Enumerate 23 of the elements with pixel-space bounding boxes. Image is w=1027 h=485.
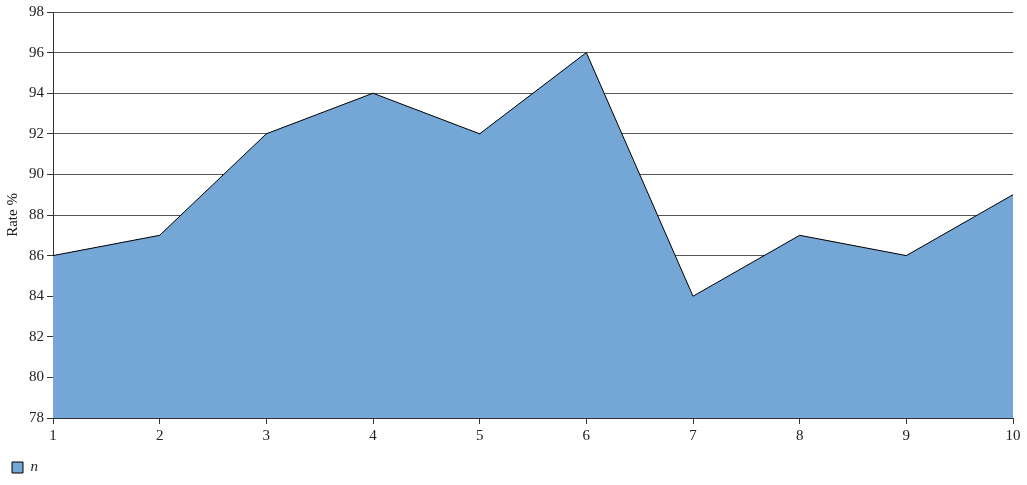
- x-tick-label: 2: [155, 426, 164, 443]
- y-tick-label: 80: [29, 368, 44, 385]
- x-tick-label: 4: [369, 426, 378, 443]
- y-tick-label: 86: [29, 246, 45, 263]
- x-tick-label: 5: [475, 426, 484, 443]
- y-tick-label: 78: [29, 408, 44, 425]
- y-tick-label: 82: [29, 327, 44, 344]
- y-tick-label: 90: [29, 165, 44, 182]
- x-tick-label: 1: [49, 426, 57, 443]
- x-tick-label: 10: [1005, 426, 1021, 443]
- y-tick-label: 84: [29, 287, 45, 304]
- y-tick-label: 94: [29, 84, 45, 101]
- y-axis-title: Rate %: [3, 193, 20, 237]
- y-tick-label: 96: [29, 43, 45, 60]
- y-tick-label: 92: [29, 124, 44, 141]
- x-tick-label: 3: [262, 426, 271, 443]
- legend-label: n: [30, 458, 38, 475]
- x-tick-label: 8: [795, 426, 804, 443]
- y-tick-label: 88: [29, 205, 44, 222]
- x-tick-label: 9: [902, 426, 911, 443]
- x-tick-label: 6: [582, 426, 591, 443]
- x-tick-label: 7: [689, 426, 698, 443]
- y-tick-label: 98: [29, 2, 44, 19]
